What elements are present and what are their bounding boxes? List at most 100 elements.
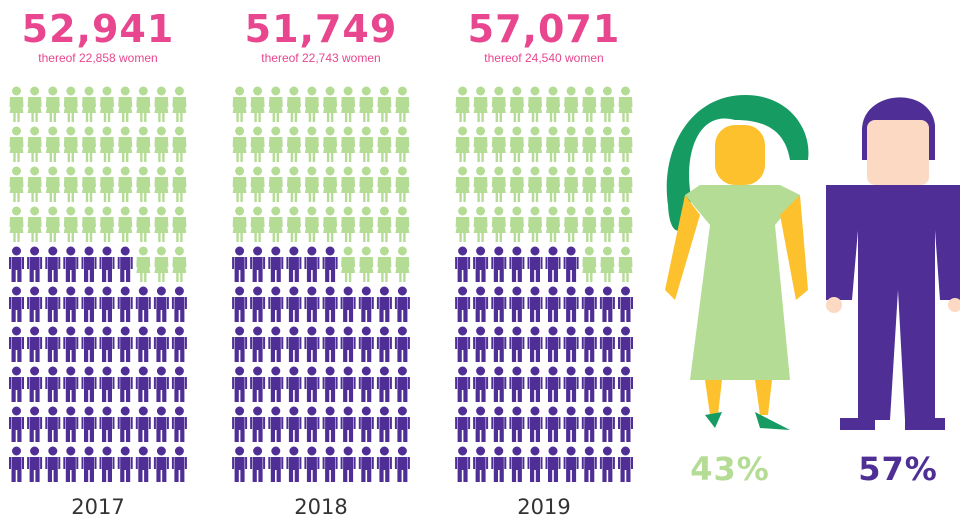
woman-icon xyxy=(250,166,265,202)
woman-icon xyxy=(455,206,470,242)
man-icon xyxy=(268,326,284,362)
man-icon xyxy=(455,286,471,322)
man-icon xyxy=(268,246,284,282)
man-icon xyxy=(117,406,133,442)
woman-icon xyxy=(509,126,524,162)
woman-icon xyxy=(154,246,169,282)
man-icon xyxy=(45,326,61,362)
woman-icon xyxy=(268,86,283,122)
woman-icon xyxy=(377,206,392,242)
man-icon xyxy=(135,326,151,362)
woman-icon xyxy=(27,206,42,242)
man-icon xyxy=(322,446,338,482)
woman-icon xyxy=(600,206,615,242)
woman-icon xyxy=(582,126,597,162)
woman-icon xyxy=(473,86,488,122)
woman-icon xyxy=(118,166,133,202)
woman-icon xyxy=(377,86,392,122)
woman-icon xyxy=(232,126,247,162)
man-icon xyxy=(250,246,266,282)
man-icon xyxy=(286,446,302,482)
man-icon xyxy=(491,326,507,362)
subtitle: thereof 24,540 women xyxy=(484,51,603,65)
woman-icon xyxy=(232,206,247,242)
woman-icon xyxy=(63,166,78,202)
woman-icon xyxy=(395,166,410,202)
man-icon xyxy=(117,446,133,482)
woman-icon xyxy=(618,246,633,282)
man-icon xyxy=(358,406,374,442)
man-icon xyxy=(268,286,284,322)
man-icon xyxy=(455,246,471,282)
man-icon xyxy=(340,406,356,442)
man-icon xyxy=(250,286,266,322)
woman-icon xyxy=(250,206,265,242)
man-icon xyxy=(581,406,597,442)
woman-icon xyxy=(491,206,506,242)
woman-icon xyxy=(323,206,338,242)
woman-icon xyxy=(528,166,542,202)
man-icon xyxy=(171,326,187,362)
man-icon xyxy=(286,366,302,402)
woman-icon xyxy=(359,166,374,202)
man-icon xyxy=(45,246,61,282)
man-icon xyxy=(232,366,248,402)
man-icon xyxy=(618,406,633,442)
man-icon xyxy=(473,286,489,322)
man-icon xyxy=(322,326,338,362)
man-icon xyxy=(232,286,248,322)
man-icon xyxy=(473,326,489,362)
woman-icon xyxy=(100,86,114,122)
woman-icon xyxy=(473,206,488,242)
man-icon xyxy=(473,366,489,402)
man-icon xyxy=(394,286,410,322)
man-icon xyxy=(81,246,97,282)
woman-icon xyxy=(304,126,319,162)
man-icon xyxy=(153,366,169,402)
man-icon xyxy=(491,366,507,402)
man-icon xyxy=(304,446,320,482)
man-icon xyxy=(268,366,284,402)
man-icon xyxy=(81,446,97,482)
man-icon xyxy=(171,366,187,402)
man-icon xyxy=(9,366,24,402)
man-icon xyxy=(618,286,633,322)
man-icon xyxy=(376,286,392,322)
man-icon xyxy=(491,246,507,282)
woman-icon xyxy=(45,206,60,242)
woman-icon xyxy=(172,166,187,202)
man-icon xyxy=(394,326,410,362)
woman-icon xyxy=(528,126,542,162)
man-icon xyxy=(358,366,374,402)
man-icon xyxy=(286,406,302,442)
man-icon xyxy=(117,286,133,322)
man-icon xyxy=(286,326,302,362)
woman-icon xyxy=(63,126,78,162)
woman-icon xyxy=(232,166,247,202)
man-icon xyxy=(27,246,43,282)
man-icon xyxy=(527,406,543,442)
woman-icon xyxy=(564,206,579,242)
man-icon xyxy=(9,406,24,442)
man-icon xyxy=(171,446,187,482)
man-icon xyxy=(9,326,24,362)
man-icon xyxy=(340,446,356,482)
man-icon xyxy=(99,366,115,402)
woman-icon xyxy=(45,126,60,162)
man-icon xyxy=(527,446,543,482)
woman-icon xyxy=(359,86,374,122)
man-icon xyxy=(268,446,284,482)
man-icon xyxy=(99,286,115,322)
man-icon xyxy=(63,246,79,282)
man-icon xyxy=(618,326,633,362)
man-icon xyxy=(527,366,543,402)
woman-icon xyxy=(323,166,338,202)
woman-icon xyxy=(618,86,633,122)
woman-icon xyxy=(323,86,338,122)
woman-icon xyxy=(582,166,597,202)
woman-icon xyxy=(618,206,633,242)
man-icon xyxy=(153,406,169,442)
woman-icon xyxy=(100,206,114,242)
man-icon xyxy=(599,286,615,322)
